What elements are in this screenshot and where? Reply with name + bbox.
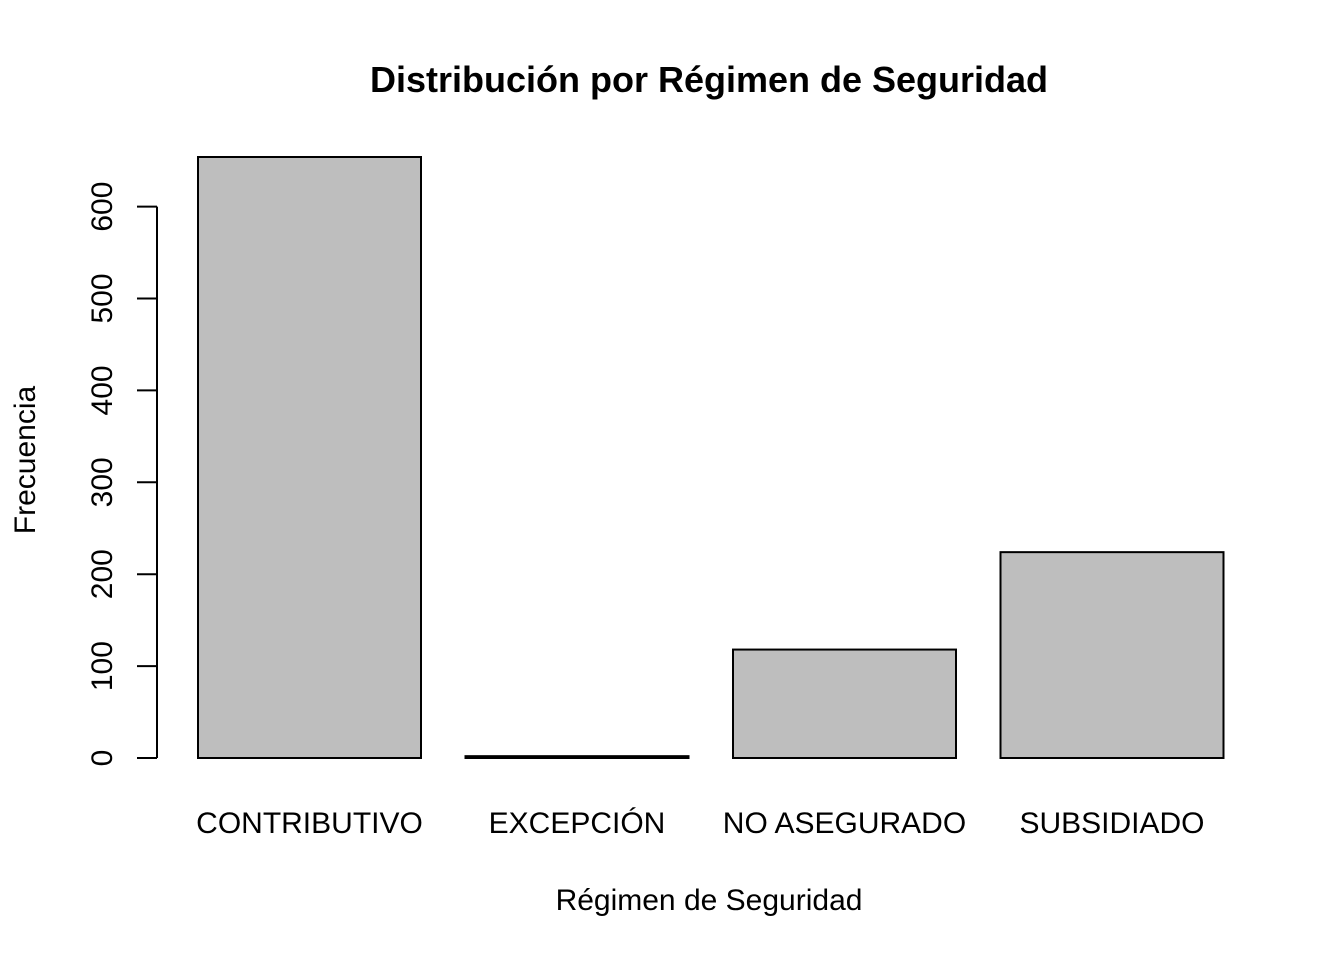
y-tick-label: 600 [86, 182, 119, 232]
y-tick-label: 500 [86, 273, 119, 323]
x-tick-label: NO ASEGURADO [723, 807, 966, 840]
y-tick-label: 0 [86, 750, 119, 767]
x-tick-labels: CONTRIBUTIVO EXCEPCIÓN NO ASEGURADO SUBSIDI… [196, 807, 1204, 840]
bar [732, 648, 957, 759]
bar [999, 551, 1225, 759]
y-tick-label: 100 [86, 641, 119, 691]
bars-group [197, 156, 1225, 760]
chart-title: Distribución por Régimen de Seguridad [370, 59, 1048, 100]
y-tick-label: 300 [86, 457, 119, 507]
x-tick-label: SUBSIDIADO [1019, 807, 1204, 840]
bar [197, 156, 422, 759]
x-tick-label: CONTRIBUTIVO [196, 807, 423, 840]
y-tick-label: 200 [86, 549, 119, 599]
x-tick-label: EXCEPCIÓN [489, 807, 666, 840]
bar [464, 755, 690, 760]
y-tick-label: 400 [86, 365, 119, 415]
y-axis: 0 100 200 300 400 500 600 [86, 182, 158, 767]
x-axis-label: Régimen de Seguridad [556, 884, 863, 917]
y-axis-label: Frecuencia [9, 385, 42, 534]
